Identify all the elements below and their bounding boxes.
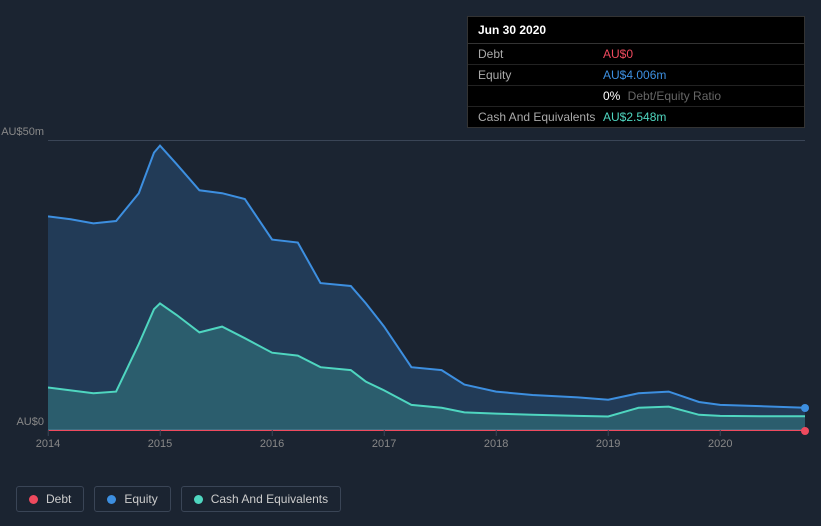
tooltip-row-value: AU$4.006m (603, 68, 794, 82)
x-axis-tick: 2014 (36, 438, 60, 450)
legend-swatch-icon (29, 495, 38, 504)
tooltip-row-label: Debt (478, 47, 603, 61)
end-marker-debt (801, 427, 809, 435)
end-marker-equity (801, 404, 809, 412)
legend-swatch-icon (107, 495, 116, 504)
tooltip-row-value: AU$0 (603, 47, 794, 61)
x-axis-tick: 2020 (708, 438, 732, 450)
x-axis-tick: 2015 (148, 438, 172, 450)
tooltip-row: DebtAU$0 (468, 44, 804, 65)
y-axis-label: AU$50m (0, 126, 44, 138)
area-chart-svg (48, 141, 805, 431)
tooltip-row-label: Cash And Equivalents (478, 110, 603, 124)
chart-tooltip: Jun 30 2020 DebtAU$0EquityAU$4.006m0% De… (467, 16, 805, 128)
chart: AU$50mAU$0 2014201520162017201820192020 (16, 120, 805, 465)
tooltip-row-value: AU$2.548m (603, 110, 794, 124)
x-axis-tick: 2016 (260, 438, 284, 450)
plot-area[interactable] (48, 140, 805, 430)
x-axis-tick: 2019 (596, 438, 620, 450)
tooltip-row-label: Equity (478, 68, 603, 82)
legend-item-cash-and-equivalents[interactable]: Cash And Equivalents (181, 486, 341, 512)
tooltip-row: EquityAU$4.006m (468, 65, 804, 86)
legend-swatch-icon (194, 495, 203, 504)
tooltip-row-value: 0% Debt/Equity Ratio (603, 89, 794, 103)
legend-label: Cash And Equivalents (211, 492, 328, 506)
x-axis-tick: 2017 (372, 438, 396, 450)
tooltip-row-label (478, 89, 603, 103)
legend-item-debt[interactable]: Debt (16, 486, 84, 512)
legend-label: Debt (46, 492, 71, 506)
y-axis-label: AU$0 (0, 416, 44, 428)
tooltip-row: 0% Debt/Equity Ratio (468, 86, 804, 107)
x-axis: 2014201520162017201820192020 (48, 438, 805, 458)
legend-label: Equity (124, 492, 157, 506)
x-axis-tick: 2018 (484, 438, 508, 450)
tooltip-row: Cash And EquivalentsAU$2.548m (468, 107, 804, 127)
tooltip-row-extra: Debt/Equity Ratio (624, 89, 721, 103)
legend: Debt Equity Cash And Equivalents (16, 486, 341, 512)
legend-item-equity[interactable]: Equity (94, 486, 170, 512)
tooltip-title: Jun 30 2020 (468, 17, 804, 44)
